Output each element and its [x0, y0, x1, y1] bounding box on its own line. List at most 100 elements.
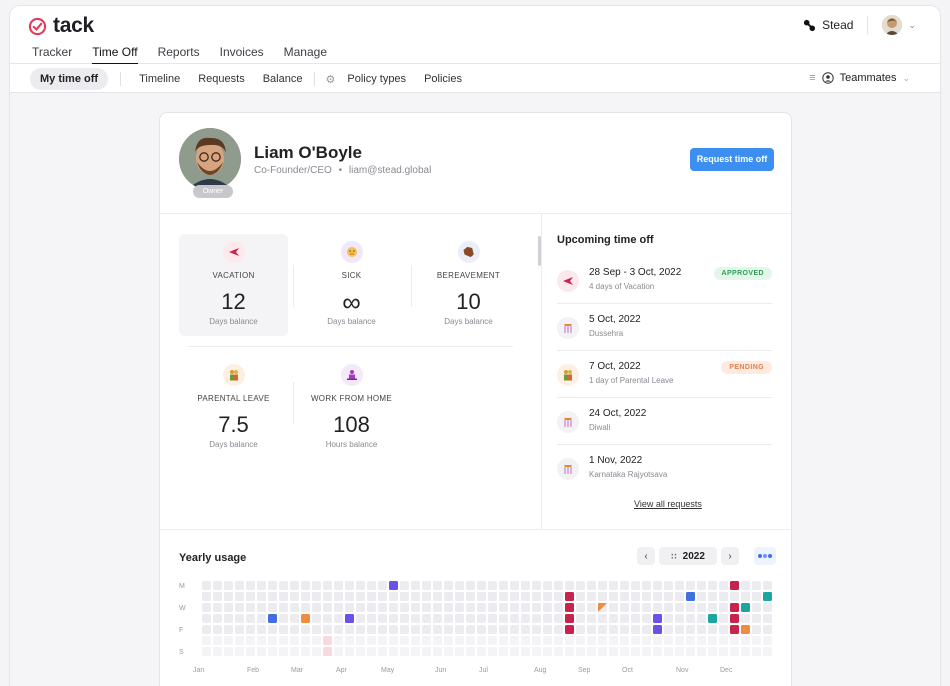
upcoming-item[interactable]: 7 Oct, 2022 1 day of Parental Leave PEND…	[557, 351, 772, 398]
heatmap-cell	[653, 625, 662, 634]
heatmap-cell	[279, 592, 288, 601]
tab-my-time-off[interactable]: My time off	[30, 68, 109, 90]
upcoming-date: 24 Oct, 2022	[589, 408, 647, 419]
gear-icon: ⚙	[325, 73, 336, 86]
upcoming-item[interactable]: 5 Oct, 2022 Dussehra	[557, 304, 772, 351]
tab-policy-types[interactable]: Policy types	[347, 73, 407, 85]
heatmap-cell	[664, 614, 673, 623]
month-label: Aug	[534, 667, 547, 674]
heatmap-cell	[433, 625, 442, 634]
upcoming-item[interactable]: 28 Sep - 3 Oct, 2022 4 days of Vacation …	[557, 257, 772, 304]
heatmap-cell	[268, 625, 277, 634]
heatmap-cell	[477, 592, 486, 601]
heatmap-cell	[763, 614, 772, 623]
heatmap-cell	[488, 603, 497, 612]
workspace-name: Stead	[822, 18, 854, 32]
heatmap-cell	[411, 592, 420, 601]
heatmap-cell	[719, 592, 728, 601]
heatmap-cell	[554, 636, 563, 645]
heatmap-cell	[609, 603, 618, 612]
heatmap-cell	[730, 603, 739, 612]
heatmap-cell	[422, 614, 431, 623]
scrollbar[interactable]	[538, 236, 541, 266]
balance-vacation[interactable]: VACATION 12 Days balance	[179, 234, 288, 336]
heatmap-cell	[532, 581, 541, 590]
view-all-requests-link[interactable]: View all requests	[634, 499, 702, 509]
prev-year-button[interactable]: ‹	[637, 547, 655, 565]
chevron-down-icon[interactable]: ⌄	[908, 19, 916, 30]
heatmap-cell	[576, 592, 585, 601]
tab-reports[interactable]: Reports	[157, 45, 200, 59]
balance-value: ∞	[342, 287, 361, 317]
heatmap-cell	[543, 603, 552, 612]
heatmap-cell	[675, 581, 684, 590]
heatmap-cell	[356, 603, 365, 612]
request-time-off-button[interactable]: Request time off	[690, 148, 774, 171]
teammates-label: Teammates	[839, 72, 897, 84]
heatmap-cell	[587, 614, 596, 623]
heatmap-cell	[642, 581, 651, 590]
upcoming-item[interactable]: 1 Nov, 2022 Karnataka Rajyotsava	[557, 445, 772, 492]
heatmap-cell	[565, 625, 574, 634]
balance-unit: Hours balance	[325, 440, 378, 449]
balance-parental-leave[interactable]: PARENTAL LEAVE 7.5 Days balance	[179, 357, 288, 459]
heatmap-cell	[235, 592, 244, 601]
heatmap-cell	[367, 581, 376, 590]
heatmap-cell	[334, 647, 343, 656]
tab-policies[interactable]: Policies	[424, 73, 462, 85]
balance-work-from-home[interactable]: WORK FROM HOME 108 Hours balance	[297, 357, 406, 459]
next-year-button[interactable]: ›	[721, 547, 739, 565]
heatmap-cell	[752, 581, 761, 590]
tab-manage[interactable]: Manage	[283, 45, 328, 59]
heatmap-cell	[587, 592, 596, 601]
brand-logo[interactable]: tack	[28, 14, 94, 38]
heatmap-cell	[389, 614, 398, 623]
heatmap-cell	[598, 636, 607, 645]
tab-timeline[interactable]: Timeline	[139, 73, 181, 85]
account-menu[interactable]: Stead ⌄	[803, 15, 916, 35]
heatmap-cell	[521, 592, 530, 601]
heatmap-cell	[686, 647, 695, 656]
view-toggle-dots-icon[interactable]	[754, 547, 776, 565]
heatmap-cell	[477, 625, 486, 634]
heatmap-cell	[620, 647, 629, 656]
heatmap-cell	[312, 625, 321, 634]
heatmap-cell	[213, 625, 222, 634]
heatmap-cell	[653, 614, 662, 623]
heatmap-cell	[323, 625, 332, 634]
tab-tracker[interactable]: Tracker	[32, 45, 73, 59]
heatmap-cell	[609, 636, 618, 645]
teammates-filter[interactable]: ≡ Teammates ⌄	[809, 72, 910, 84]
year-picker[interactable]: ∷ 2022	[659, 547, 717, 565]
yearly-usage-section: Yearly usage ‹ ∷ 2022 › M W F S Jan Feb	[160, 529, 791, 686]
heatmap-cell	[763, 581, 772, 590]
divider	[314, 72, 316, 86]
heatmap-cell	[510, 636, 519, 645]
heatmap-cell	[466, 647, 475, 656]
tab-requests[interactable]: Requests	[198, 73, 245, 85]
heatmap-cell	[455, 581, 464, 590]
profile-email[interactable]: liam@stead.global	[348, 165, 432, 176]
upcoming-date: 5 Oct, 2022	[589, 314, 641, 325]
tab-balance[interactable]: Balance	[262, 73, 303, 85]
tab-invoices[interactable]: Invoices	[219, 45, 264, 59]
heatmap-cell	[367, 603, 376, 612]
heatmap-cell	[466, 636, 475, 645]
heatmap-cell	[653, 581, 662, 590]
heatmap-cell	[455, 592, 464, 601]
heatmap-cell	[356, 592, 365, 601]
heatmap-cell	[686, 636, 695, 645]
heatmap-cell	[631, 636, 640, 645]
heatmap-cell	[609, 581, 618, 590]
tab-time-off[interactable]: Time Off	[92, 45, 138, 65]
heatmap-cell	[224, 636, 233, 645]
heatmap-cell	[279, 625, 288, 634]
heatmap-cell	[697, 647, 706, 656]
heatmap-cell	[642, 592, 651, 601]
balance-bereavement[interactable]: BEREAVEMENT 10 Days balance	[414, 234, 523, 336]
user-avatar[interactable]	[882, 15, 903, 35]
balance-sick[interactable]: SICK ∞ Days balance	[297, 234, 406, 336]
holiday-icon	[557, 458, 579, 480]
heatmap-cell	[367, 614, 376, 623]
upcoming-item[interactable]: 24 Oct, 2022 Diwali	[557, 398, 772, 445]
